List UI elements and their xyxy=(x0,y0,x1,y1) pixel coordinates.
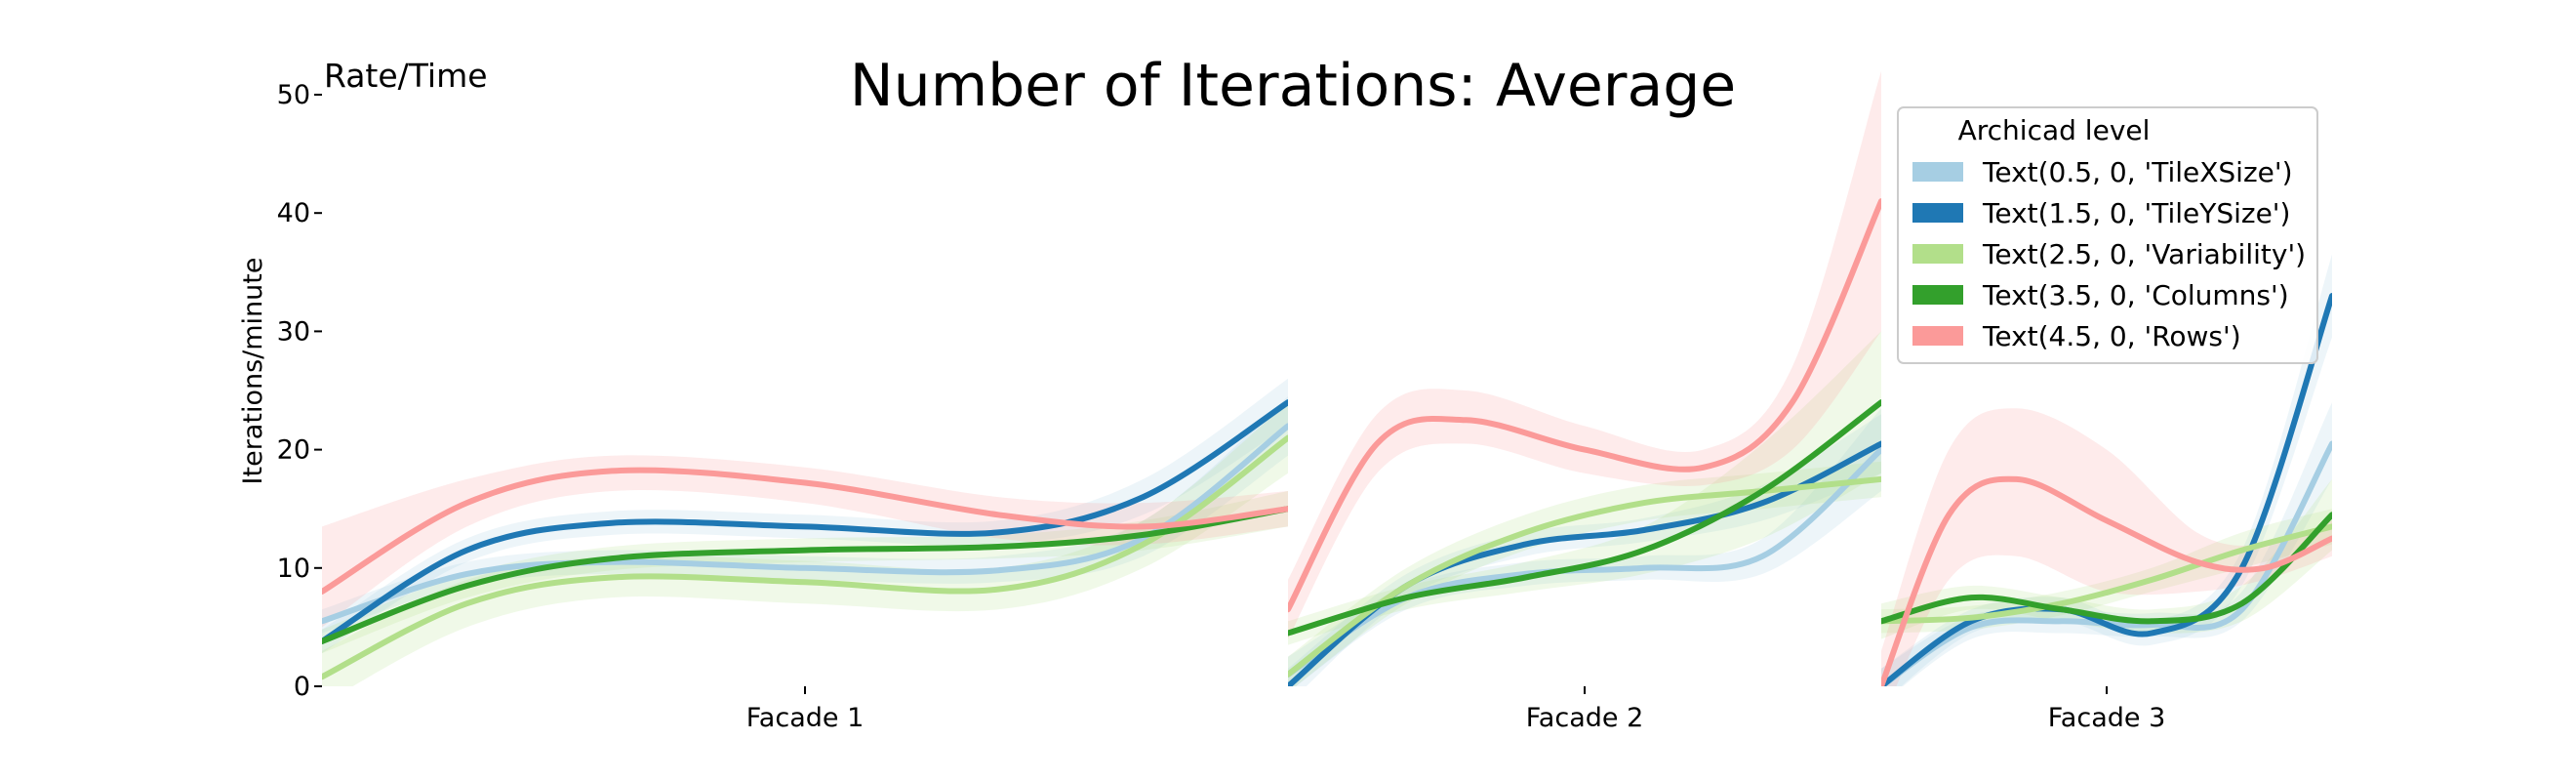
band-1-facade-2 xyxy=(1288,408,1881,686)
series-line-3-facade-3 xyxy=(1881,523,2332,625)
legend-label: Text(4.5, 0, 'Rows') xyxy=(1982,320,2241,352)
series-line-4-facade-1 xyxy=(322,506,1288,644)
band-2-facade-3 xyxy=(1881,254,2332,686)
legend-title: Archicad level xyxy=(1958,114,2151,146)
band-1-facade-1 xyxy=(322,396,1288,634)
y-tick-label: 0 xyxy=(294,672,310,702)
y-axis: 0 10 20 30 40 50 xyxy=(277,80,322,702)
legend-label: Text(1.5, 0, 'TileYSize') xyxy=(1982,197,2290,229)
legend-frame xyxy=(1897,106,2318,364)
legend-label: Text(0.5, 0, 'TileXSize') xyxy=(1982,156,2293,188)
legend-swatch xyxy=(1912,203,1963,223)
chart-title: Number of Iterations: Average xyxy=(850,52,1736,120)
y-axis-label: Iterations/minute xyxy=(238,258,268,485)
series-line-5-facade-1 xyxy=(322,467,1288,595)
series-line-1-facade-1 xyxy=(322,423,1288,625)
x-tick-label: Facade 1 xyxy=(746,703,865,733)
legend-swatch xyxy=(1912,326,1963,346)
legend-swatch xyxy=(1912,285,1963,305)
series-line-5-facade-3 xyxy=(1881,475,2332,686)
series-line-3-facade-1 xyxy=(322,434,1288,680)
legend: Archicad level Text(0.5, 0, 'TileXSize')… xyxy=(1897,106,2318,364)
y-tick-label: 40 xyxy=(277,198,310,228)
series-line-3-facade-2 xyxy=(1288,475,1881,678)
series-line-2-facade-3 xyxy=(1881,293,2332,686)
series-line-4-facade-3 xyxy=(1881,512,2332,625)
y-tick-label: 50 xyxy=(277,80,310,110)
x-tick-label: Facade 3 xyxy=(2048,703,2166,733)
y-tick-label: 20 xyxy=(277,435,310,466)
legend-label: Text(2.5, 0, 'Variability') xyxy=(1982,238,2306,270)
series-line-1-facade-2 xyxy=(1288,446,1881,678)
legend-swatch xyxy=(1912,162,1963,182)
series-lines xyxy=(322,198,2332,686)
y-tick-label: 10 xyxy=(277,554,310,584)
corner-label: Rate/Time xyxy=(324,57,488,95)
legend-swatch xyxy=(1912,244,1963,264)
legend-label: Text(3.5, 0, 'Columns') xyxy=(1982,279,2289,311)
series-line-4-facade-2 xyxy=(1288,399,1881,637)
x-tick-label: Facade 2 xyxy=(1526,703,1644,733)
y-tick-label: 30 xyxy=(277,316,310,347)
band-2-facade-1 xyxy=(322,378,1288,654)
x-axis: Facade 1 Facade 2 Facade 3 xyxy=(746,686,2166,733)
series-line-2-facade-1 xyxy=(322,399,1288,644)
series-line-5-facade-2 xyxy=(1288,198,1881,613)
legend-items: Text(0.5, 0, 'TileXSize') Text(1.5, 0, 'T… xyxy=(1912,156,2306,352)
